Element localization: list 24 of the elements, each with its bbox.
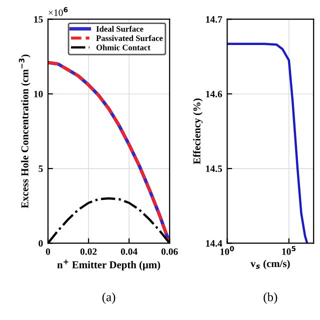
y-axis-title: Effeciency (%): [192, 98, 203, 164]
legend-label: Ideal Surface: [96, 26, 144, 32]
x-tick-label: 0.04: [120, 248, 138, 255]
y-tick-label: 15: [34, 16, 43, 23]
text: (a): [102, 292, 116, 304]
x-tick-label: 10$^{0}$: [220, 246, 234, 255]
legend-label: Passivated Surface: [96, 35, 163, 42]
x-tick-label: 10$^{5}$: [282, 246, 296, 255]
y-tick-label: 14.6: [206, 90, 222, 98]
x-tick-label: 0: [46, 248, 50, 255]
x-axis-title: v$_{s}$ (cm/s): [250, 260, 290, 270]
y-axis-title: Excess Hole Concentration (cm$^{−3}$): [18, 54, 30, 208]
y-tick-label: 14.4: [206, 240, 222, 247]
text: (b): [264, 292, 278, 304]
text: ×10$^{6}$: [48, 7, 68, 16]
y-tick-label: 14.7: [206, 16, 222, 23]
y-tick-label: 14.5: [206, 165, 222, 172]
legend-label: Ohmic Contact: [96, 44, 150, 50]
x-tick-label: 0.06: [161, 248, 178, 255]
y-tick-label: 5: [38, 166, 43, 172]
y-tick-label: 0: [38, 240, 43, 247]
y-tick-label: 10: [34, 90, 43, 98]
x-tick-label: 0.02: [80, 248, 97, 255]
x-axis-title: n$^{+}$ Emitter Depth (μm): [57, 260, 160, 270]
